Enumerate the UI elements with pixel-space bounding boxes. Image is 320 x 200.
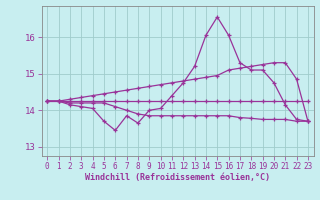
X-axis label: Windchill (Refroidissement éolien,°C): Windchill (Refroidissement éolien,°C) [85, 173, 270, 182]
